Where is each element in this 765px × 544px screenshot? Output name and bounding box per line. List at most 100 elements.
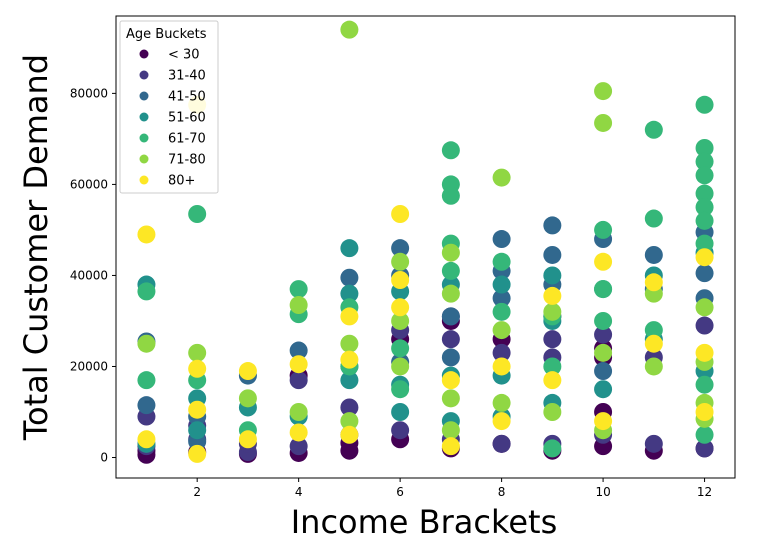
- y-tick-label: 0: [100, 451, 108, 465]
- data-point: [695, 152, 714, 171]
- data-point: [340, 412, 359, 431]
- legend-entry: 51-60: [139, 111, 206, 126]
- data-point: [594, 311, 613, 330]
- data-point: [594, 380, 613, 399]
- x-tick-label: 4: [295, 485, 303, 499]
- data-point: [492, 357, 511, 376]
- data-point: [594, 280, 613, 299]
- data-point: [695, 184, 714, 203]
- data-point: [644, 334, 663, 353]
- legend-label: < 30: [168, 48, 200, 63]
- plot-area: [137, 20, 714, 464]
- data-point: [492, 275, 511, 294]
- data-point: [695, 264, 714, 283]
- data-point: [441, 284, 460, 303]
- data-point: [492, 302, 511, 321]
- data-point: [137, 371, 156, 390]
- data-point: [594, 325, 613, 344]
- data-point: [188, 400, 207, 419]
- data-point: [492, 434, 511, 453]
- data-point: [340, 239, 359, 258]
- data-point: [391, 239, 410, 258]
- data-point: [137, 430, 156, 449]
- data-point: [543, 286, 562, 305]
- data-point: [188, 421, 207, 440]
- legend-marker: [139, 154, 149, 164]
- data-point: [695, 425, 714, 444]
- x-tick-label: 6: [396, 485, 404, 499]
- data-point: [340, 398, 359, 417]
- legend-marker: [139, 112, 149, 122]
- x-tick-label: 2: [193, 485, 201, 499]
- data-point: [441, 421, 460, 440]
- data-point: [188, 343, 207, 362]
- legend-title: Age Buckets: [126, 27, 207, 42]
- data-point: [340, 307, 359, 326]
- data-point: [441, 371, 460, 390]
- legend-entry: 41-50: [139, 90, 206, 105]
- data-point: [188, 359, 207, 378]
- data-point: [137, 334, 156, 353]
- y-tick-label: 40000: [70, 268, 108, 282]
- y-tick-label: 60000: [70, 177, 108, 191]
- data-point: [340, 268, 359, 287]
- data-point: [492, 412, 511, 431]
- x-axis-title: Income Brackets: [291, 503, 558, 541]
- x-tick-label: 12: [697, 485, 712, 499]
- legend: Age Buckets < 30 31-40 41-50 51-60 61-70 71-8…: [119, 20, 219, 194]
- data-point: [594, 412, 613, 431]
- legend-label: 80+: [168, 174, 195, 189]
- data-point: [441, 389, 460, 408]
- data-point: [441, 330, 460, 349]
- x-tick-label: 8: [498, 485, 506, 499]
- legend-entry: 80+: [139, 174, 195, 189]
- data-point: [441, 243, 460, 262]
- data-point: [695, 198, 714, 217]
- data-point: [340, 350, 359, 369]
- series-2: [137, 216, 714, 451]
- legend-label: 71-80: [168, 153, 206, 168]
- data-point: [137, 396, 156, 415]
- data-point: [188, 444, 207, 463]
- data-point: [543, 357, 562, 376]
- series-1: [137, 307, 714, 462]
- data-point: [695, 166, 714, 185]
- data-point: [340, 425, 359, 444]
- series-3: [137, 239, 714, 453]
- data-point: [340, 284, 359, 303]
- data-point: [289, 296, 308, 315]
- data-point: [644, 273, 663, 292]
- data-point: [238, 430, 257, 449]
- legend-marker: [139, 175, 149, 185]
- data-point: [441, 141, 460, 160]
- data-point: [543, 439, 562, 458]
- data-point: [238, 389, 257, 408]
- data-point: [644, 357, 663, 376]
- y-tick-label: 80000: [70, 86, 108, 100]
- data-point: [594, 343, 613, 362]
- data-point: [543, 245, 562, 264]
- legend-marker: [139, 49, 149, 59]
- data-point: [543, 403, 562, 421]
- data-point: [492, 321, 511, 340]
- data-point: [492, 289, 511, 308]
- data-point: [492, 393, 511, 412]
- data-point: [695, 139, 714, 157]
- data-point: [695, 234, 714, 253]
- data-point: [695, 298, 714, 317]
- data-point: [695, 316, 714, 335]
- legend-marker: [139, 91, 149, 101]
- legend-label: 51-60: [168, 111, 206, 126]
- data-point: [289, 280, 308, 299]
- data-point: [492, 230, 511, 249]
- legend-marker: [139, 70, 149, 80]
- data-point: [391, 311, 410, 330]
- series-0: [137, 307, 714, 464]
- data-point: [543, 371, 562, 390]
- data-point: [340, 20, 359, 39]
- data-point: [391, 339, 410, 358]
- data-point: [695, 95, 714, 114]
- y-axis-title: Total Customer Demand: [17, 54, 55, 441]
- data-point: [695, 403, 714, 421]
